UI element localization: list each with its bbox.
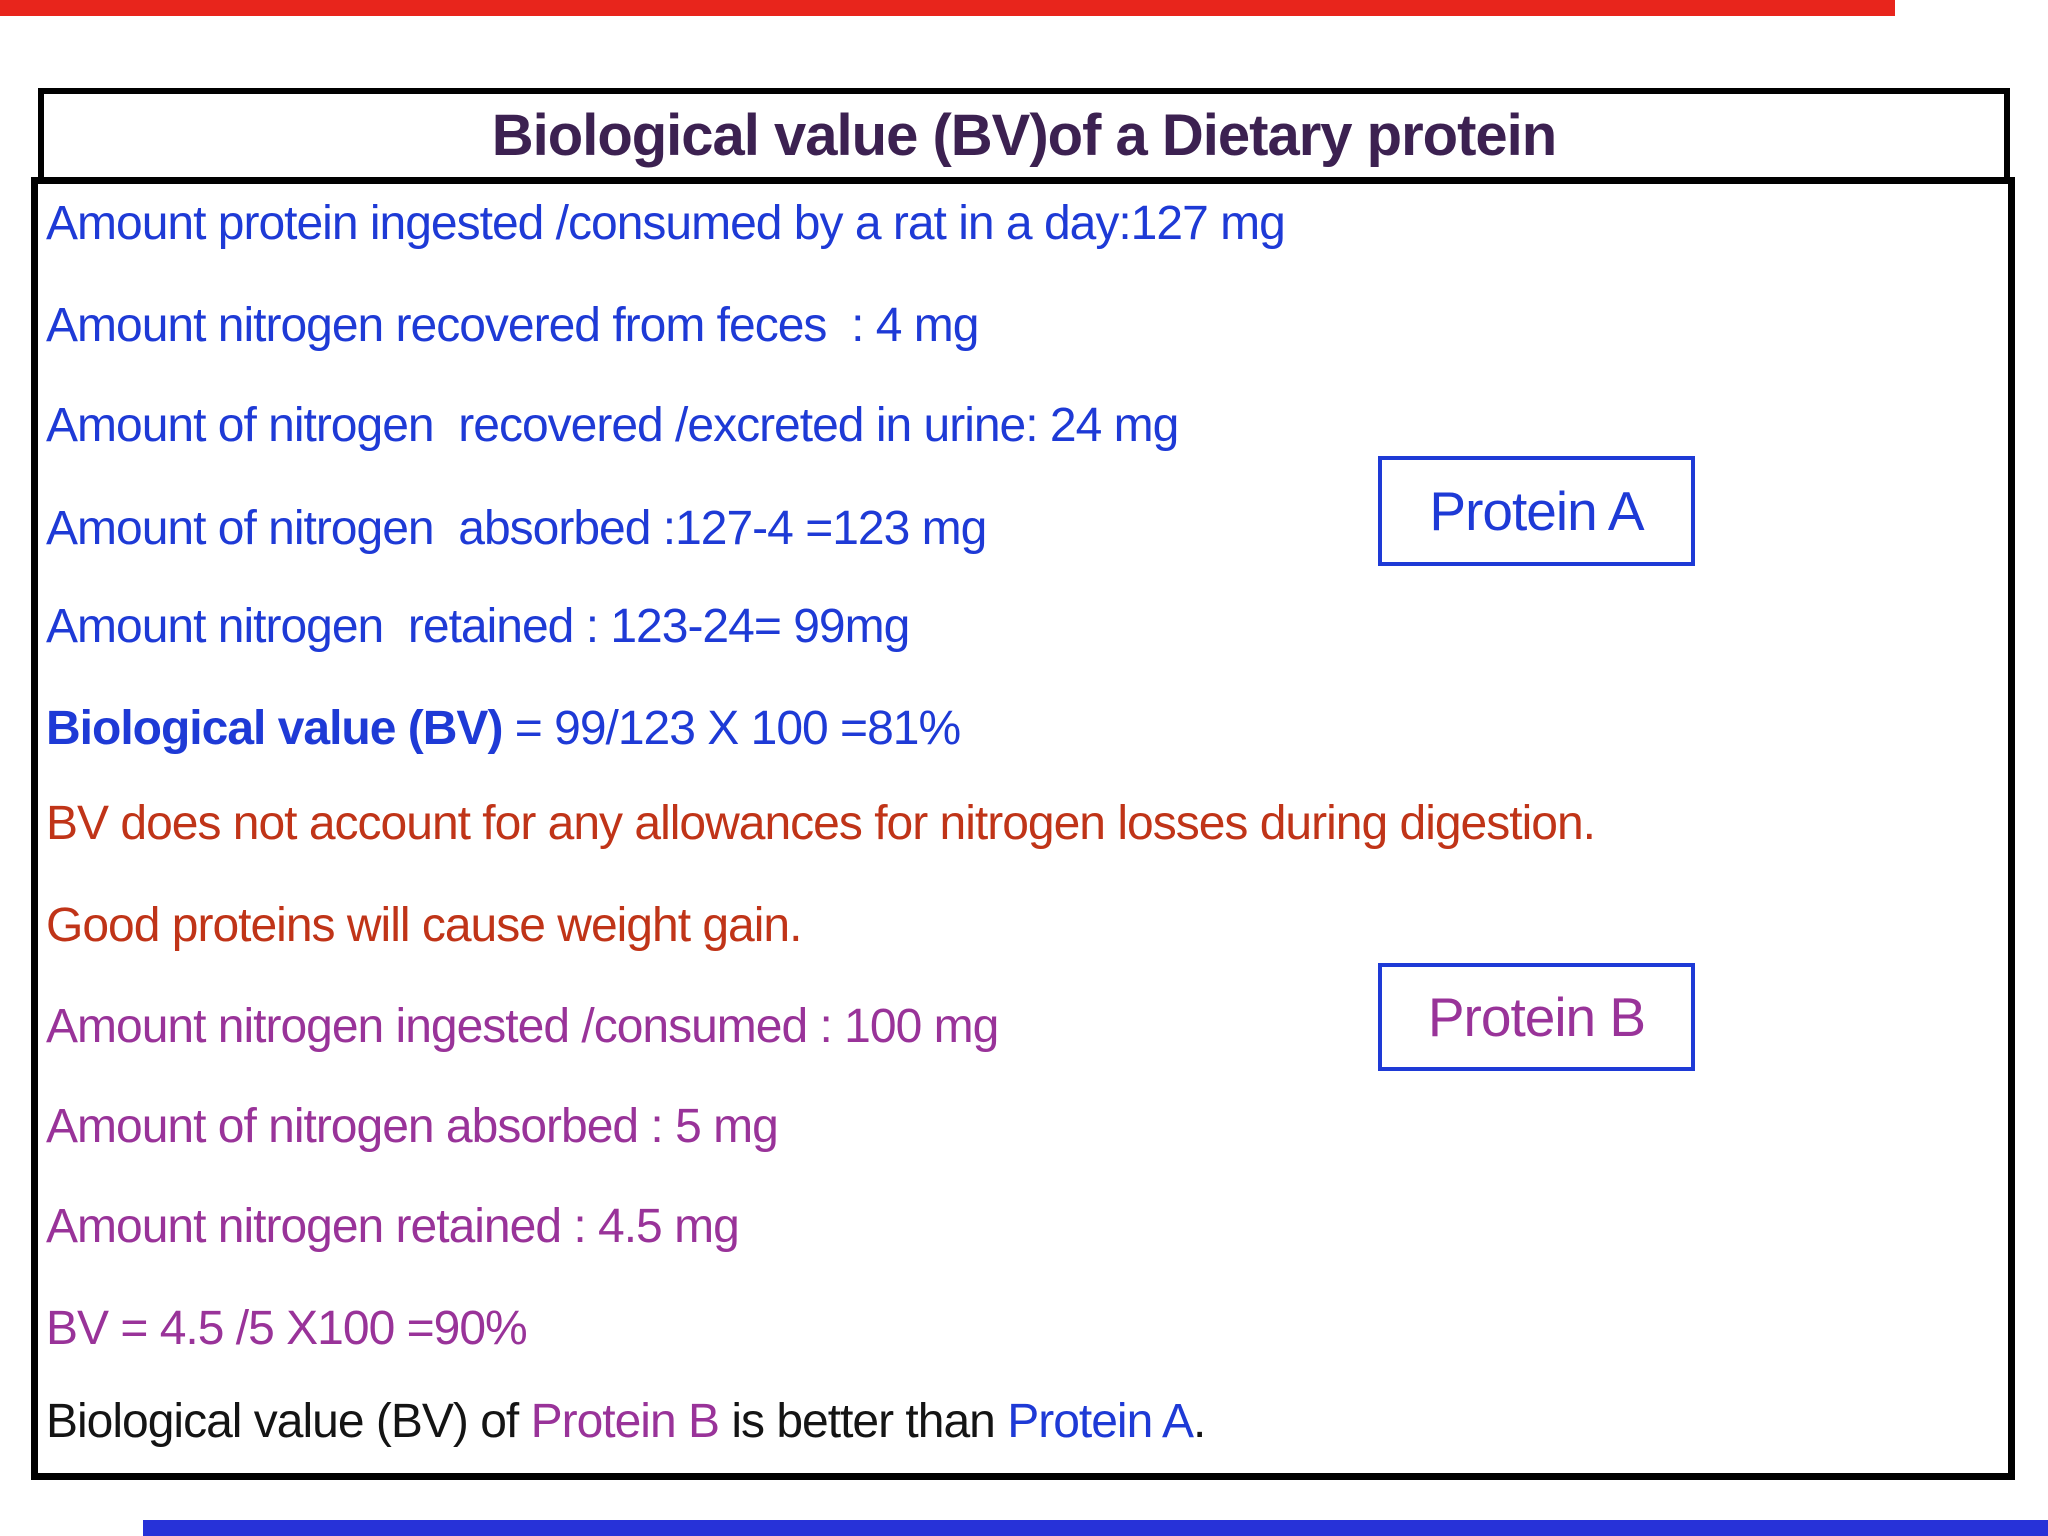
- text-segment: = 99/123 X 100 =81%: [502, 702, 961, 755]
- text-line: Amount protein ingested /consumed by a r…: [46, 196, 1286, 251]
- text-segment: Amount of nitrogen absorbed : 5 mg: [46, 1100, 779, 1153]
- text-segment: BV does not account for any allowances f…: [46, 797, 1596, 850]
- text-line: BV does not account for any allowances f…: [46, 796, 1596, 851]
- text-segment: Amount of nitrogen recovered /excreted i…: [46, 399, 1179, 452]
- text-segment: Amount of nitrogen absorbed :127-4 =123 …: [46, 502, 987, 555]
- text-segment: Biological value (BV): [46, 702, 503, 755]
- content-box: [31, 177, 2015, 1480]
- text-line: BV = 4.5 /5 X100 =90%: [46, 1301, 528, 1356]
- title-box: Biological value (BV)of a Dietary protei…: [38, 88, 2010, 183]
- text-line: Amount of nitrogen absorbed : 5 mg: [46, 1099, 779, 1154]
- text-segment: Protein B: [530, 1395, 720, 1448]
- protein-a-label: Protein A: [1429, 480, 1644, 542]
- text-line: Amount nitrogen retained : 4.5 mg: [46, 1199, 740, 1254]
- text-line: Amount nitrogen retained : 123-24= 99mg: [46, 599, 910, 654]
- text-line: Biological value (BV) of Protein B is be…: [46, 1394, 1206, 1449]
- text-line: Amount of nitrogen recovered /excreted i…: [46, 398, 1179, 453]
- video-progress-bar-bottom[interactable]: [143, 1520, 2048, 1536]
- text-segment: is better than: [719, 1395, 1008, 1448]
- text-segment: Amount nitrogen ingested /consumed : 100…: [46, 1000, 999, 1053]
- protein-a-box: Protein A: [1378, 456, 1695, 566]
- text-segment: Amount nitrogen retained : 123-24= 99mg: [46, 600, 910, 653]
- text-segment: Amount nitrogen recovered from feces : 4…: [46, 299, 979, 352]
- text-segment: Good proteins will cause weight gain.: [46, 899, 802, 952]
- text-segment: .: [1192, 1395, 1206, 1448]
- text-segment: Protein A: [1007, 1395, 1194, 1448]
- text-line: Biological value (BV) = 99/123 X 100 =81…: [46, 701, 961, 756]
- text-line: Amount nitrogen ingested /consumed : 100…: [46, 999, 999, 1054]
- video-progress-bar-top[interactable]: [0, 0, 1895, 16]
- protein-b-label: Protein B: [1427, 986, 1646, 1048]
- page-title: Biological value (BV)of a Dietary protei…: [491, 103, 1557, 168]
- text-segment: Amount nitrogen retained : 4.5 mg: [46, 1200, 740, 1253]
- text-segment: Amount protein ingested /consumed by a r…: [46, 197, 1286, 250]
- text-line: Good proteins will cause weight gain.: [46, 898, 802, 953]
- protein-b-box: Protein B: [1378, 963, 1695, 1071]
- text-segment: BV = 4.5 /5 X100 =90%: [46, 1302, 528, 1355]
- text-line: Amount nitrogen recovered from feces : 4…: [46, 298, 979, 353]
- text-line: Amount of nitrogen absorbed :127-4 =123 …: [46, 501, 987, 556]
- text-segment: Biological value (BV) of: [46, 1395, 531, 1448]
